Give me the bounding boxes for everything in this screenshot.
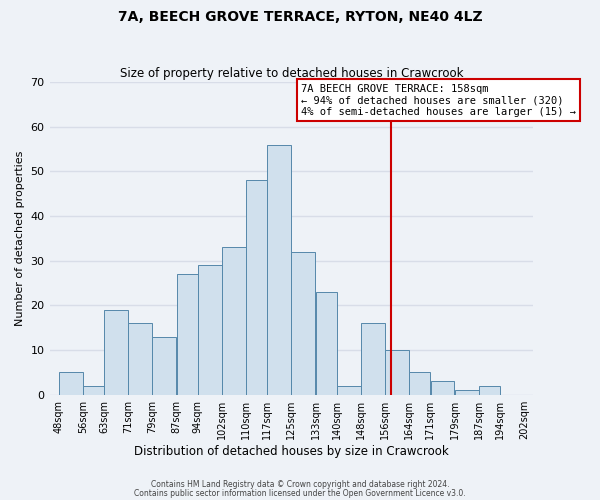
Bar <box>361 323 385 394</box>
Bar <box>409 372 430 394</box>
Bar <box>83 386 104 394</box>
Text: Contains HM Land Registry data © Crown copyright and database right 2024.: Contains HM Land Registry data © Crown c… <box>151 480 449 489</box>
Bar <box>152 336 176 394</box>
Bar <box>337 386 361 394</box>
Bar <box>104 310 128 394</box>
Bar <box>292 252 316 394</box>
Bar <box>128 323 152 394</box>
X-axis label: Distribution of detached houses by size in Crawcrook: Distribution of detached houses by size … <box>134 444 449 458</box>
Title: Size of property relative to detached houses in Crawcrook: Size of property relative to detached ho… <box>119 66 463 80</box>
Bar <box>385 350 409 395</box>
Bar <box>222 248 246 394</box>
Bar <box>198 265 222 394</box>
Text: 7A, BEECH GROVE TERRACE, RYTON, NE40 4LZ: 7A, BEECH GROVE TERRACE, RYTON, NE40 4LZ <box>118 10 482 24</box>
Bar <box>268 144 291 394</box>
Bar <box>246 180 267 394</box>
Bar <box>316 292 337 394</box>
Bar <box>59 372 83 394</box>
Bar <box>479 386 500 394</box>
Bar <box>176 274 197 394</box>
Text: Contains public sector information licensed under the Open Government Licence v3: Contains public sector information licen… <box>134 488 466 498</box>
Bar <box>431 382 454 394</box>
Text: 7A BEECH GROVE TERRACE: 158sqm
← 94% of detached houses are smaller (320)
4% of : 7A BEECH GROVE TERRACE: 158sqm ← 94% of … <box>301 84 576 117</box>
Bar <box>455 390 479 394</box>
Y-axis label: Number of detached properties: Number of detached properties <box>15 150 25 326</box>
